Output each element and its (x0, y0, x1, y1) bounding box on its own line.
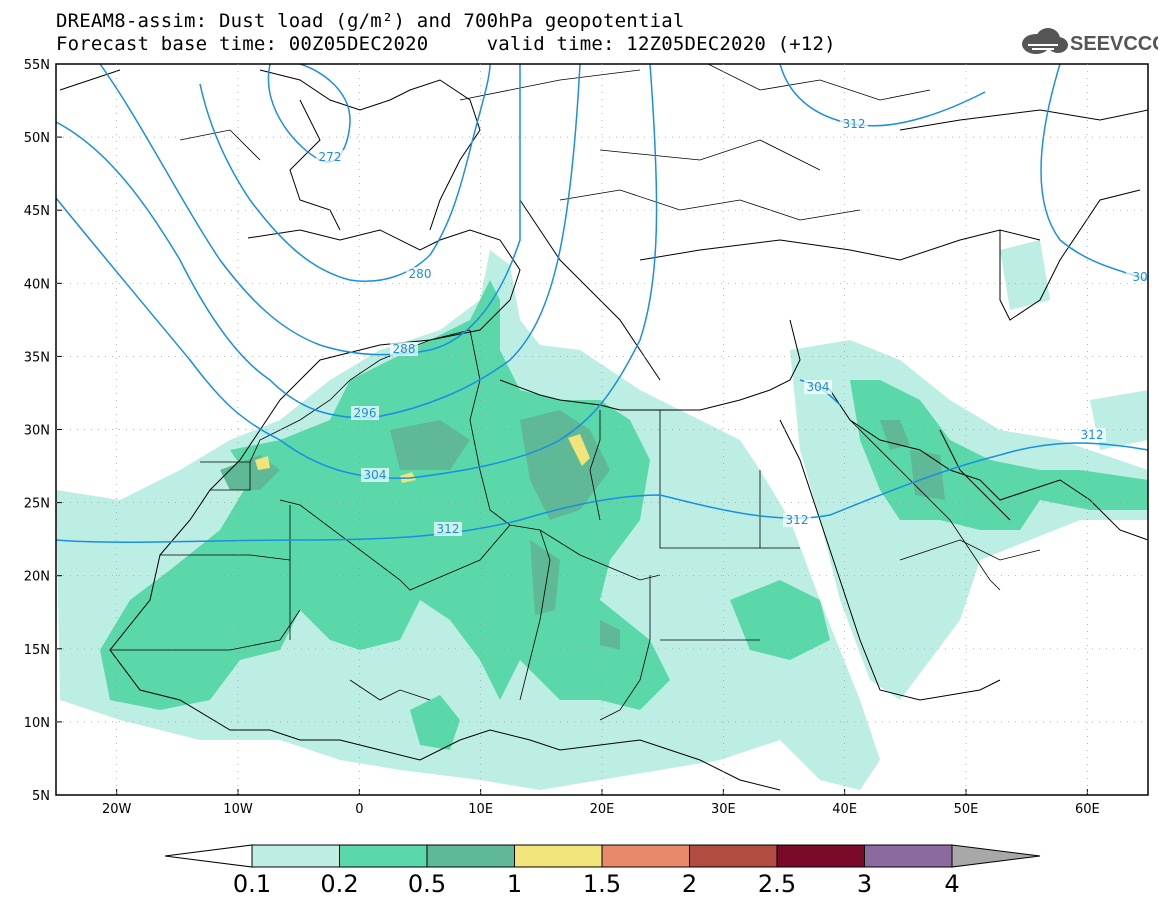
colorbar-label: 0.5 (407, 870, 447, 898)
lat-tick-label: 15N (24, 643, 50, 658)
contour-label: 312 (1081, 428, 1104, 442)
contour-label: 30 (1132, 270, 1147, 284)
lon-tick-label: 10E (468, 802, 493, 817)
colorbar-label: 3 (856, 870, 873, 898)
lat-tick-label: 30N (24, 424, 50, 439)
colorbar-segment (514, 844, 603, 868)
contour-label: 312 (843, 117, 866, 131)
colorbar-segment (601, 844, 690, 868)
colorbar-label: 2 (681, 870, 698, 898)
contour-label-bg (783, 513, 811, 527)
colorbar-label: 2.5 (757, 870, 797, 898)
contour-label: 296 (354, 406, 377, 420)
colorbar-segment (339, 844, 428, 868)
lon-tick-label: 20E (590, 802, 615, 817)
lon-tick-label: 0 (355, 802, 363, 817)
colorbar-segment (251, 844, 340, 868)
contour-label: 272 (319, 150, 342, 164)
contour-label-bg (361, 468, 389, 482)
lon-tick-label: 30E (711, 802, 736, 817)
contour-labels: 272 280 288 296 304 312 304 312 312 312 30 (316, 117, 1154, 536)
contour-label-bg (351, 406, 379, 420)
lat-tick-label: 20N (24, 570, 50, 585)
lat-tick-label: 45N (24, 204, 50, 219)
lon-tick-label: 60E (1075, 802, 1100, 817)
logo-text: SEEVCCC (1070, 33, 1158, 55)
lat-tick-label: 40N (24, 277, 50, 292)
contour-label-bg (804, 380, 832, 394)
colorbar-segment (689, 844, 778, 868)
colorbar-under-arrow (164, 844, 253, 868)
contour-label-bg (840, 117, 868, 131)
colorbar-label: 1.5 (582, 870, 622, 898)
map-title: DREAM8-assim: Dust load (g/m²) and 700hP… (56, 10, 685, 32)
dust-fields (56, 240, 1148, 790)
seevccc-logo: SEEVCCC (1022, 28, 1158, 55)
lat-tick-label: 50N (24, 131, 50, 146)
contour-label: 304 (807, 380, 830, 394)
lat-tick-label: 55N (24, 58, 50, 73)
contour-label-bg (1078, 428, 1106, 442)
contour-label: 304 (364, 468, 387, 482)
contour-label: 312 (437, 522, 460, 536)
dust-level-0.5 (220, 410, 945, 650)
lon-tick-label: 50E (954, 802, 979, 817)
contour-label: 312 (786, 513, 809, 527)
forecast-times: Forecast base time: 00Z05DEC2020 valid t… (56, 33, 836, 55)
colorbar-label: 0.1 (232, 870, 272, 898)
latitude-axis: 55N 50N 45N 40N 35N 30N 25N 20N 15N 10N 5N (24, 58, 1148, 804)
colorbar-label: 4 (944, 870, 960, 898)
dust-level-0.2-chad (410, 695, 460, 750)
colorbar-over-arrow (951, 844, 1041, 868)
longitude-axis: 20W 10W 0 10E 20E 30E 40E 50E 60E (102, 64, 1100, 817)
coastlines (59, 69, 1148, 791)
colorbar-segment (776, 844, 865, 868)
dust-level-0.2 (100, 280, 670, 710)
cloud-icon (1022, 28, 1068, 54)
contour-label: 280 (409, 267, 432, 281)
contour-label: 288 (393, 342, 416, 356)
lat-tick-label: 35N (24, 350, 50, 365)
lat-tick-label: 5N (32, 789, 50, 804)
lon-tick-label: 20W (102, 802, 132, 817)
lat-tick-label: 25N (24, 497, 50, 512)
contour-label-bg (1126, 270, 1154, 284)
colorbar-label: 0.2 (320, 870, 359, 898)
contour-label-bg (390, 342, 418, 356)
lon-tick-label: 40E (832, 802, 857, 817)
colorbar-segment (864, 844, 953, 868)
colorbar-label: 1 (506, 870, 523, 898)
colorbar (164, 844, 1041, 868)
contour-label-bg (434, 522, 462, 536)
contour-label-bg (316, 150, 344, 164)
lon-tick-label: 10W (223, 802, 253, 817)
colorbar-segment (426, 844, 515, 868)
lat-tick-label: 10N (24, 716, 50, 731)
contour-label-bg (406, 267, 434, 281)
dust-level-0.1-caspian (1000, 240, 1050, 310)
